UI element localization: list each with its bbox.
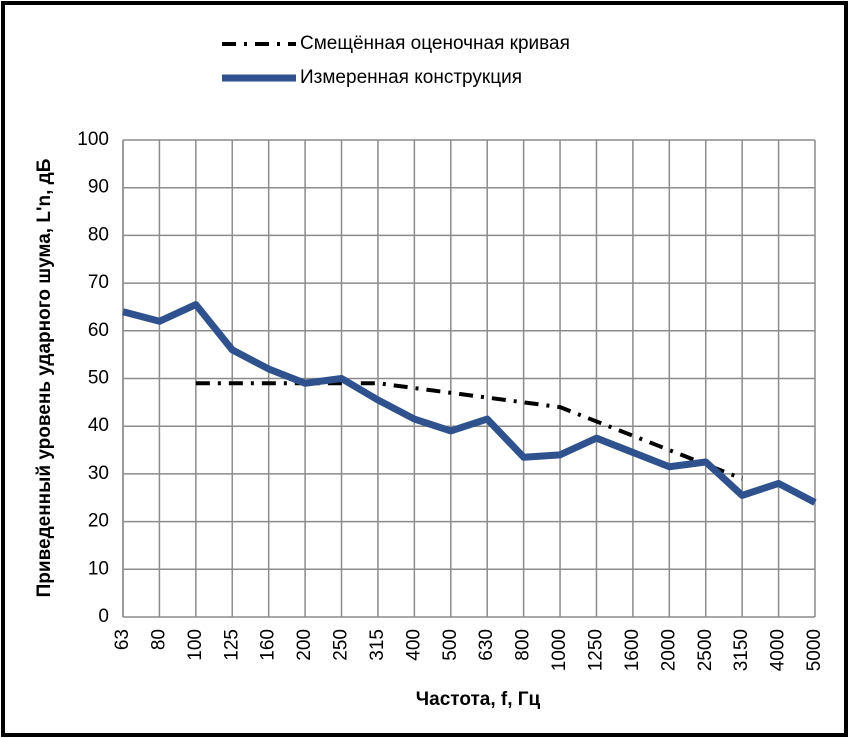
y-tick-label: 70 xyxy=(88,272,109,293)
x-tick-label: 160 xyxy=(258,629,279,661)
x-tick-label: 2000 xyxy=(658,629,679,671)
y-tick-label: 0 xyxy=(98,606,109,627)
legend-label: Смещённая оценочная кривая xyxy=(300,33,570,54)
y-tick-label: 100 xyxy=(77,129,109,150)
x-tick-label: 4000 xyxy=(768,629,789,671)
x-tick-label: 5000 xyxy=(804,629,825,671)
y-tick-label: 60 xyxy=(88,320,109,341)
x-tick-label: 400 xyxy=(403,629,424,661)
x-tick-label: 63 xyxy=(112,629,133,650)
x-tick-label: 1250 xyxy=(585,629,606,671)
y-tick-label: 90 xyxy=(88,177,109,198)
series-line xyxy=(122,301,817,506)
x-tick-label: 1000 xyxy=(549,629,570,671)
legend-label: Измеренная конструкция xyxy=(300,67,522,88)
x-tick-label: 200 xyxy=(294,629,315,661)
x-tick-label: 315 xyxy=(367,629,388,661)
x-axis-title: Частота, f, Гц xyxy=(416,689,541,710)
x-tick-label: 80 xyxy=(148,629,169,650)
x-tick-label: 1600 xyxy=(622,629,643,671)
y-tick-label: 50 xyxy=(88,368,109,389)
y-tick-label: 80 xyxy=(88,224,109,245)
x-tick-label: 100 xyxy=(185,629,206,661)
series-line xyxy=(195,381,743,481)
x-tick-label: 250 xyxy=(331,629,352,661)
y-tick-label: 10 xyxy=(88,558,109,579)
x-tick-label: 2500 xyxy=(695,629,716,671)
y-tick-label: 30 xyxy=(88,463,109,484)
x-tick-label: 630 xyxy=(476,629,497,661)
y-tick-label: 20 xyxy=(88,511,109,532)
x-tick-label: 800 xyxy=(513,629,534,661)
x-tick-label: 3150 xyxy=(731,629,752,671)
x-tick-label: 125 xyxy=(221,629,242,661)
x-tick-label: 500 xyxy=(440,629,461,661)
y-tick-label: 40 xyxy=(88,415,109,436)
y-axis-title: Приведенный уровень ударного шума, L'n, … xyxy=(34,159,55,598)
